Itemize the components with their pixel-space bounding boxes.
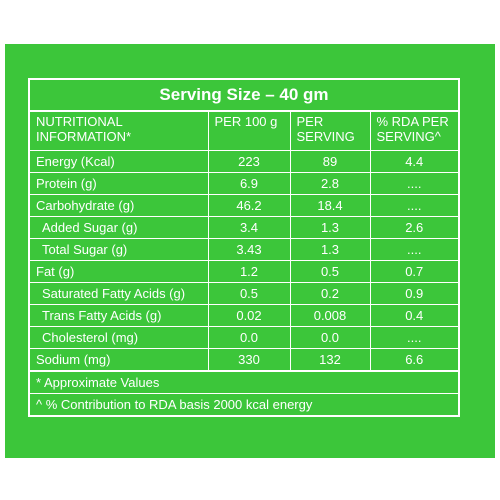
nutrient-row: Trans Fatty Acids (g) 0.02 0.008 0.4 bbox=[30, 304, 458, 327]
footnotes: * Approximate Values ^ % Contribution to … bbox=[30, 371, 458, 415]
nutrition-facts-table: Serving Size – 40 gm NUTRITIONAL INFORMAT… bbox=[28, 78, 460, 417]
nutrient-name: Sodium (mg) bbox=[30, 348, 209, 371]
value-rda-percent: .... bbox=[369, 326, 458, 349]
value-rda-percent: .... bbox=[369, 172, 458, 195]
value-per-100g: 3.4 bbox=[207, 216, 291, 239]
footnote: * Approximate Values bbox=[36, 375, 160, 390]
nutrient-name: Energy (Kcal) bbox=[30, 150, 209, 173]
value-rda-percent: 0.7 bbox=[369, 260, 458, 283]
value-per-serving: 132 bbox=[289, 348, 371, 371]
nutrient-row: Fat (g) 1.2 0.5 0.7 bbox=[30, 260, 458, 283]
value-per-100g: 6.9 bbox=[207, 172, 291, 195]
nutrient-name: Carbohydrate (g) bbox=[30, 194, 209, 217]
value-per-100g: 0.02 bbox=[207, 304, 291, 327]
serving-size-title: Serving Size – 40 gm bbox=[30, 80, 458, 112]
nutrient-name: Protein (g) bbox=[30, 172, 209, 195]
value-per-serving: 2.8 bbox=[289, 172, 371, 195]
header-per-100g: PER 100 g bbox=[207, 112, 291, 151]
header-rda-per-serving: % RDA PER SERVING^ bbox=[369, 112, 458, 151]
value-per-100g: 0.5 bbox=[207, 282, 291, 305]
value-per-100g: 46.2 bbox=[207, 194, 291, 217]
nutrient-row: Total Sugar (g) 3.43 1.3.... bbox=[30, 238, 458, 261]
header-nutritional-information: NUTRITIONAL INFORMATION* bbox=[30, 112, 209, 151]
value-per-100g: 3.43 bbox=[207, 238, 291, 261]
nutrient-row: Carbohydrate (g) 46.2 18.4.... bbox=[30, 194, 458, 217]
nutrient-name: Saturated Fatty Acids (g) bbox=[30, 282, 209, 305]
nutrient-row: Added Sugar (g) 3.4 1.3 2.6 bbox=[30, 216, 458, 239]
nutrient-name: Added Sugar (g) bbox=[30, 216, 209, 239]
value-rda-percent: .... bbox=[369, 194, 458, 217]
nutrient-name: Total Sugar (g) bbox=[30, 238, 209, 261]
nutrient-row: Saturated Fatty Acids (g) 0.5 0.2 0.9 bbox=[30, 282, 458, 305]
value-per-serving: 1.3 bbox=[289, 216, 371, 239]
value-rda-percent: 0.4 bbox=[369, 304, 458, 327]
value-rda-percent: 2.6 bbox=[369, 216, 458, 239]
value-per-serving: 0.2 bbox=[289, 282, 371, 305]
value-per-serving: 18.4 bbox=[289, 194, 371, 217]
value-rda-percent: 6.6 bbox=[369, 348, 458, 371]
value-per-serving: 1.3 bbox=[289, 238, 371, 261]
nutrient-row: Sodium (mg) 330 132 6.6 bbox=[30, 348, 458, 371]
value-rda-percent: 4.4 bbox=[369, 150, 458, 173]
value-per-serving: 89 bbox=[289, 150, 371, 173]
value-per-serving: 0.008 bbox=[289, 304, 371, 327]
header-row: NUTRITIONAL INFORMATION* PER 100 g PER SER… bbox=[30, 112, 458, 151]
footnote: ^ % Contribution to RDA basis 2000 kcal … bbox=[30, 393, 458, 415]
header-per-serving: PER SERVING bbox=[289, 112, 371, 151]
value-per-100g: 1.2 bbox=[207, 260, 291, 283]
value-per-100g: 223 bbox=[207, 150, 291, 173]
nutrient-name: Trans Fatty Acids (g) bbox=[30, 304, 209, 327]
nutrient-row: Protein (g) 6.9 2.8.... bbox=[30, 172, 458, 195]
value-per-100g: 0.0 bbox=[207, 326, 291, 349]
value-per-100g: 330 bbox=[207, 348, 291, 371]
nutrient-row: Cholesterol (mg) 0.0 0.0.... bbox=[30, 326, 458, 349]
value-rda-percent: .... bbox=[369, 238, 458, 261]
nutrition-grid: NUTRITIONAL INFORMATION* PER 100 g PER SER… bbox=[30, 112, 458, 371]
value-per-serving: 0.0 bbox=[289, 326, 371, 349]
value-per-serving: 0.5 bbox=[289, 260, 371, 283]
nutrient-row: Energy (Kcal) 223 89 4.4 bbox=[30, 150, 458, 173]
nutrient-name: Cholesterol (mg) bbox=[30, 326, 209, 349]
nutrient-name: Fat (g) bbox=[30, 260, 209, 283]
value-rda-percent: 0.9 bbox=[369, 282, 458, 305]
